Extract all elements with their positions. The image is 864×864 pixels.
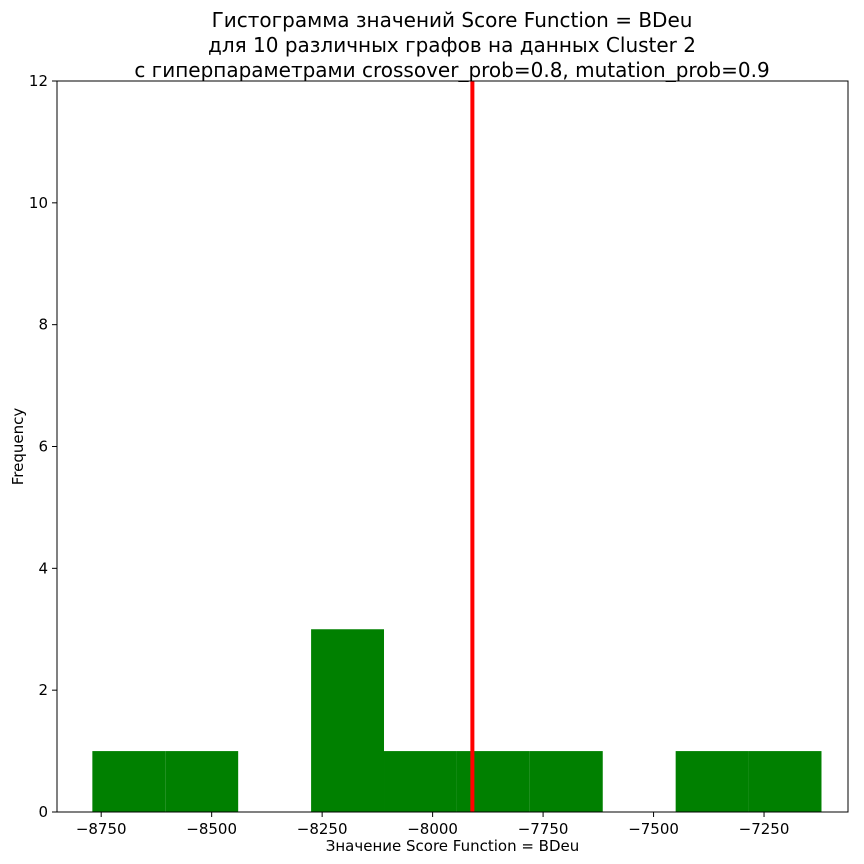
x-tick-label: −8250 [297, 820, 348, 838]
chart-title: Гистограмма значений Score Function = BD… [134, 8, 769, 82]
chart-title-line: Гистограмма значений Score Function = BD… [212, 8, 693, 32]
y-tick-label: 12 [29, 72, 48, 90]
plot-frame [56, 80, 849, 813]
histogram-bar [384, 751, 457, 812]
chart-title-line: с гиперпараметрами crossover_prob=0.8, m… [134, 58, 769, 82]
x-axis-label: Значение Score Function = BDeu [326, 837, 580, 855]
histogram-bar [456, 751, 530, 812]
histogram-bar [92, 751, 166, 812]
x-tick-label: −7250 [739, 820, 790, 838]
histogram-bar [529, 751, 603, 812]
histogram-bars [92, 629, 822, 812]
y-tick-label: 6 [38, 438, 48, 456]
x-tick-label: −8000 [407, 820, 458, 838]
y-tick-label: 0 [38, 803, 48, 821]
x-tick-label: −7750 [518, 820, 569, 838]
x-tick-label: −8500 [186, 820, 237, 838]
y-tick-label: 2 [38, 681, 48, 699]
histogram-bar [165, 751, 239, 812]
x-axis-ticks: −8750 −8500 −8250 −8000 −7750 −7500 −7250 [76, 812, 790, 838]
histogram-bar [311, 629, 385, 812]
x-tick-label: −7500 [628, 820, 679, 838]
histogram-bar [675, 751, 749, 812]
y-axis-ticks: 0 2 4 6 8 10 12 [29, 72, 57, 821]
y-tick-label: 10 [29, 194, 48, 212]
chart-title-line: для 10 различных графов на данных Cluste… [208, 33, 696, 57]
y-tick-label: 4 [38, 559, 48, 577]
y-axis-label: Frequency [9, 408, 27, 486]
y-tick-label: 8 [38, 316, 48, 334]
histogram-bar [748, 751, 822, 812]
x-tick-label: −8750 [76, 820, 127, 838]
